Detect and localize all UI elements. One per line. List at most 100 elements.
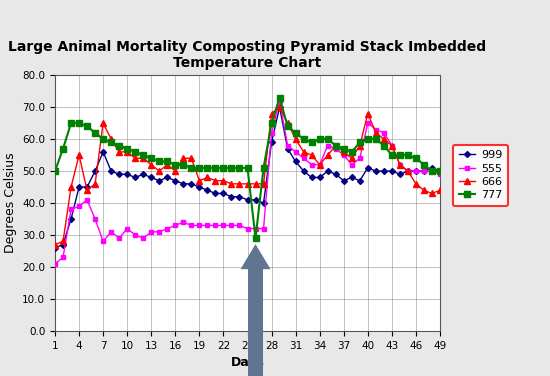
555: [381, 130, 387, 135]
555: [252, 226, 259, 231]
555: [132, 233, 139, 237]
999: [276, 105, 283, 109]
777: [180, 162, 186, 167]
555: [140, 236, 146, 241]
666: [172, 169, 179, 173]
Legend: 999, 555, 666, 777: 999, 555, 666, 777: [453, 145, 508, 206]
555: [260, 226, 267, 231]
666: [68, 185, 74, 189]
666: [76, 153, 82, 157]
555: [116, 236, 123, 241]
999: [220, 191, 227, 196]
777: [236, 165, 243, 170]
Line: 555: 555: [53, 99, 442, 266]
999: [349, 175, 355, 180]
666: [300, 150, 307, 154]
999: [421, 169, 427, 173]
999: [437, 169, 443, 173]
666: [332, 143, 339, 148]
777: [405, 153, 411, 157]
777: [116, 143, 123, 148]
777: [260, 165, 267, 170]
555: [76, 204, 82, 208]
666: [204, 175, 211, 180]
666: [437, 188, 443, 193]
999: [388, 169, 395, 173]
555: [268, 130, 275, 135]
666: [116, 150, 123, 154]
666: [428, 191, 435, 196]
555: [349, 162, 355, 167]
666: [212, 178, 219, 183]
555: [228, 223, 235, 228]
555: [68, 207, 74, 212]
666: [228, 182, 235, 186]
777: [252, 236, 259, 241]
666: [405, 169, 411, 173]
666: [349, 156, 355, 161]
999: [68, 217, 74, 221]
666: [92, 182, 98, 186]
666: [236, 182, 243, 186]
999: [132, 175, 139, 180]
555: [356, 156, 363, 161]
999: [60, 242, 67, 247]
777: [284, 124, 291, 129]
666: [148, 162, 155, 167]
777: [324, 137, 331, 141]
999: [180, 182, 186, 186]
999: [397, 172, 403, 176]
999: [124, 172, 130, 176]
777: [332, 143, 339, 148]
555: [204, 223, 211, 228]
666: [108, 137, 114, 141]
666: [388, 143, 395, 148]
999: [428, 165, 435, 170]
555: [148, 229, 155, 234]
X-axis label: Days: Days: [230, 356, 265, 369]
Title: Large Animal Mortality Composting Pyramid Stack Imbedded
Temperature Chart: Large Animal Mortality Composting Pyrami…: [8, 39, 487, 70]
666: [60, 239, 67, 244]
555: [220, 223, 227, 228]
999: [172, 178, 179, 183]
666: [340, 150, 347, 154]
555: [397, 162, 403, 167]
999: [365, 165, 371, 170]
555: [276, 99, 283, 103]
555: [340, 153, 347, 157]
999: [92, 169, 98, 173]
666: [252, 182, 259, 186]
999: [156, 178, 163, 183]
777: [412, 156, 419, 161]
999: [284, 146, 291, 151]
999: [76, 185, 82, 189]
777: [172, 162, 179, 167]
555: [292, 150, 299, 154]
999: [260, 201, 267, 205]
999: [309, 175, 315, 180]
999: [412, 169, 419, 173]
555: [332, 146, 339, 151]
777: [108, 140, 114, 144]
666: [309, 153, 315, 157]
666: [284, 121, 291, 126]
999: [196, 185, 202, 189]
777: [316, 137, 323, 141]
999: [84, 185, 90, 189]
777: [349, 150, 355, 154]
777: [356, 140, 363, 144]
999: [268, 140, 275, 144]
666: [372, 130, 379, 135]
666: [124, 150, 130, 154]
555: [284, 143, 291, 148]
555: [244, 226, 251, 231]
999: [292, 159, 299, 164]
666: [164, 162, 170, 167]
777: [164, 159, 170, 164]
555: [428, 169, 435, 173]
999: [316, 175, 323, 180]
999: [108, 169, 114, 173]
666: [132, 156, 139, 161]
666: [260, 182, 267, 186]
999: [140, 172, 146, 176]
